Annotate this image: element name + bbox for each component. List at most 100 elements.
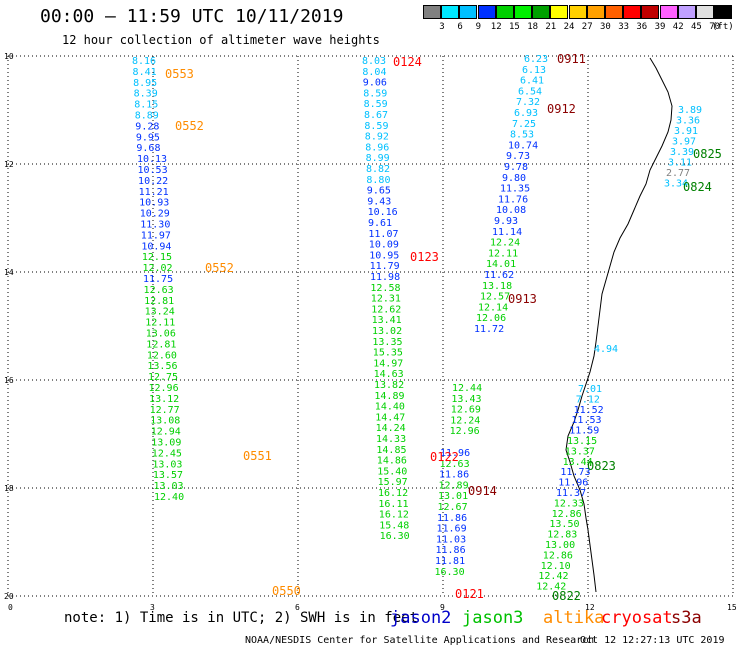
wave-height-value: 9.68 — [136, 143, 160, 154]
wave-height-value: 12.15 — [142, 252, 172, 263]
wave-height-value: 12.33 — [554, 498, 584, 509]
wave-height-value: 10.94 — [141, 241, 171, 252]
wave-height-value: 8.39 — [134, 89, 158, 100]
wave-height-value: 8.16 — [132, 56, 156, 67]
wave-height-value: 10.13 — [137, 154, 167, 165]
wave-height-value: 8.89 — [135, 111, 159, 122]
scale-swatch — [659, 5, 678, 19]
scale-unit: (ft) — [712, 22, 734, 32]
wave-height-value: 12.02 — [142, 263, 172, 274]
legend-item-altika: altika — [543, 608, 605, 628]
wave-height-value: 11.69 — [437, 524, 467, 535]
wave-height-value: 9.73 — [506, 151, 530, 162]
wave-height-value: 9.95 — [136, 132, 160, 143]
wave-height-value: 13.03 — [153, 481, 183, 492]
wave-height-value: 13.41 — [372, 315, 402, 326]
wave-height-value: 2.77 — [666, 168, 690, 179]
scale-tick-label: 3 — [439, 22, 445, 32]
wave-height-value: 10.09 — [369, 240, 399, 251]
wave-height-value: 7.12 — [576, 394, 600, 405]
wave-height-value: 12.11 — [145, 318, 175, 329]
legend-item-cryosat: cryosat — [601, 608, 673, 628]
footer-date: Oct 12 12:27:13 UTC 2019 — [580, 635, 725, 646]
wave-height-value: 14.89 — [374, 391, 404, 402]
legend-item-jason2: jason2 — [390, 608, 452, 628]
wave-height-value: 12.11 — [488, 248, 518, 259]
wave-height-value: 11.62 — [484, 270, 514, 281]
wave-height-value: 8.04 — [362, 67, 386, 78]
wave-height-value: 11.03 — [436, 534, 466, 545]
scale-swatch — [532, 5, 551, 19]
wave-height-value: 9.43 — [367, 196, 391, 207]
legend-item-jason3: jason3 — [462, 608, 524, 628]
wave-height-value: 12.75 — [148, 372, 178, 383]
wave-height-value: 13.56 — [147, 361, 177, 372]
y-tick-label: 10 — [4, 52, 14, 61]
wave-height-value: 8.99 — [366, 153, 390, 164]
wave-height-value: 10.74 — [508, 140, 538, 151]
wave-height-value: 13.50 — [549, 519, 579, 530]
wave-height-value: 8.96 — [365, 142, 389, 153]
scale-tick-label: 21 — [545, 22, 557, 32]
wave-height-value: 16.30 — [435, 567, 465, 578]
pass-time-label: 0124 — [393, 55, 422, 69]
wave-height-value: 11.53 — [571, 415, 601, 426]
y-tick-label: 20 — [4, 592, 14, 601]
wave-height-value: 11.07 — [368, 229, 398, 240]
wave-height-value: 10.93 — [139, 198, 169, 209]
wave-height-value: 6.41 — [520, 76, 544, 87]
scale-swatch — [714, 5, 733, 19]
wave-height-value: 10.29 — [140, 209, 170, 220]
wave-height-value: 4.94 — [594, 344, 618, 355]
wave-height-value: 10.08 — [496, 205, 526, 216]
wave-height-value: 8.80 — [366, 175, 390, 186]
wave-height-value: 13.43 — [451, 394, 481, 405]
wave-height-value: 3.89 — [678, 105, 702, 116]
legend-item-s3a: s3a — [671, 608, 702, 628]
wave-height-value: 12.58 — [370, 283, 400, 294]
wave-height-value: 11.72 — [474, 324, 504, 335]
wave-height-value: 12.83 — [547, 530, 577, 541]
wave-height-value: 12.60 — [147, 350, 177, 361]
scale-swatch — [696, 5, 714, 19]
scale-tick-label: 39 — [654, 22, 666, 32]
wave-height-value: 16.11 — [378, 499, 408, 510]
wave-height-value: 9.65 — [367, 186, 391, 197]
wave-height-value: 8.67 — [364, 110, 388, 121]
wave-height-value: 12.06 — [476, 313, 506, 324]
wave-height-value: 11.98 — [370, 272, 400, 283]
wave-height-value: 11.79 — [370, 261, 400, 272]
pass-time-label: 0551 — [243, 449, 272, 463]
pass-time-labels: 0553 0552 0552 0551 0550 0124 0123 0122 0121 0911… — [165, 52, 722, 603]
wave-height-value: 3.39 — [670, 147, 694, 158]
pass-time-label: 0825 — [693, 147, 722, 161]
wave-height-value: 13.18 — [482, 281, 512, 292]
wave-height-value: 11.37 — [556, 488, 586, 499]
pass-time-label: 0913 — [508, 292, 537, 306]
scale-swatch — [423, 5, 441, 19]
wave-height-value: 7.01 — [578, 384, 602, 395]
y-tick-label: 14 — [4, 268, 14, 277]
wave-height-value: 14.01 — [486, 259, 516, 270]
y-tick-label: 18 — [4, 484, 14, 493]
y-tick-label: 12 — [4, 160, 14, 169]
wave-height-value: 14.86 — [377, 456, 407, 467]
scale-tick-label: 12 — [490, 22, 502, 32]
wave-height-value: 10.22 — [138, 176, 168, 187]
wave-height-value: 12.67 — [438, 502, 468, 513]
wave-height-value: 12.86 — [543, 550, 573, 561]
wave-height-value: 13.08 — [150, 416, 180, 427]
wave-height-value: 14.47 — [375, 412, 405, 423]
wave-height-value: 13.06 — [146, 329, 176, 340]
wave-height-value: 13.37 — [565, 446, 595, 457]
wave-height-value: 13.01 — [438, 491, 468, 502]
wave-height-value: 16.30 — [380, 531, 410, 542]
scale-swatch — [623, 5, 642, 19]
wave-height-value: 7.25 — [512, 119, 536, 130]
wave-height-value: 8.03 — [362, 56, 386, 67]
wave-height-value: 11.73 — [560, 467, 590, 478]
scale-tick-label: 30 — [600, 22, 611, 32]
wave-height-value: 11.30 — [140, 220, 170, 231]
wave-height-value: 10.95 — [369, 250, 399, 261]
